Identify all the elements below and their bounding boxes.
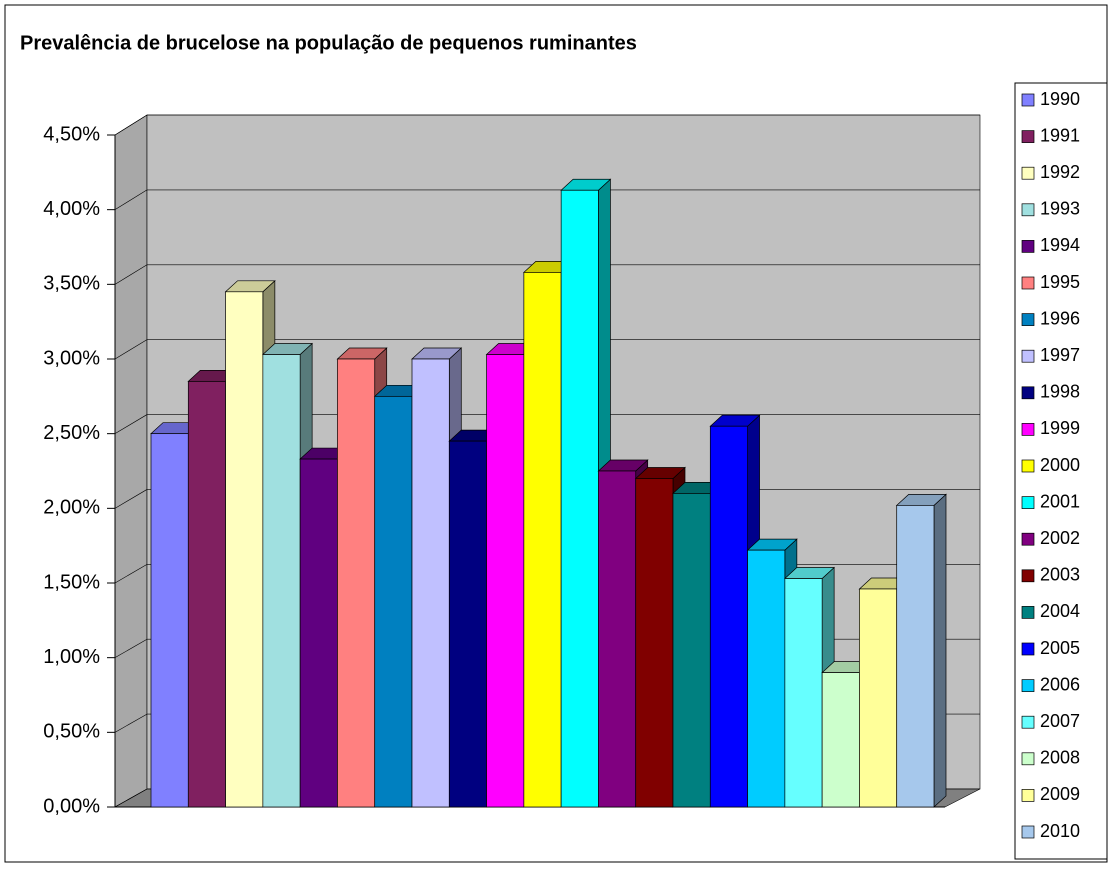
bar-top-shade xyxy=(784,567,835,579)
legend-label: 2008 xyxy=(1040,748,1080,768)
bar xyxy=(635,478,674,808)
legend-swatch xyxy=(1021,130,1035,143)
legend-swatch xyxy=(1021,276,1035,290)
bar-top-shade xyxy=(412,348,462,359)
legend-swatch xyxy=(1021,349,1035,363)
legend-label: 2010 xyxy=(1040,821,1080,841)
y-tick-label: 2,00% xyxy=(43,497,100,519)
grid-line xyxy=(114,564,148,584)
legend-swatch xyxy=(1021,313,1035,326)
grid-line xyxy=(114,788,148,808)
legend-swatch xyxy=(1021,423,1035,436)
bar-top-shade xyxy=(262,343,313,355)
bar xyxy=(747,549,786,808)
y-tick-label: 4,50% xyxy=(43,123,100,145)
side-wall xyxy=(114,114,148,808)
grid-line xyxy=(114,189,148,210)
legend-label: 1993 xyxy=(1040,199,1080,219)
bar-top-shade xyxy=(598,460,648,471)
legend-label: 2007 xyxy=(1040,711,1080,731)
bar xyxy=(784,578,823,808)
bar xyxy=(598,470,637,808)
grid-line xyxy=(114,339,148,360)
legend-swatch xyxy=(1021,569,1035,583)
legend-label: 2001 xyxy=(1040,491,1080,511)
legend-swatch xyxy=(1021,496,1035,509)
legend-label: 1999 xyxy=(1040,418,1080,438)
grid-line xyxy=(114,114,148,136)
bar-top-shade xyxy=(561,179,611,191)
y-tick-label: 1,50% xyxy=(43,571,100,593)
bar-top-shade xyxy=(635,467,685,479)
legend-label: 2006 xyxy=(1040,674,1080,694)
legend-label: 1995 xyxy=(1040,272,1080,292)
y-tick-label: 3,00% xyxy=(43,347,100,369)
bar-top-shade xyxy=(225,280,275,292)
legend-swatch xyxy=(1021,606,1035,619)
legend-swatch xyxy=(1021,166,1035,180)
legend-swatch xyxy=(1021,203,1035,217)
bar xyxy=(859,588,898,808)
bar xyxy=(523,272,562,808)
grid-line xyxy=(114,264,148,285)
y-tick-label: 0,50% xyxy=(43,721,100,743)
bar xyxy=(299,458,338,808)
legend-swatch xyxy=(1021,386,1035,400)
legend-swatch xyxy=(1021,240,1035,253)
legend-label: 2009 xyxy=(1040,784,1080,804)
bar-top-shade xyxy=(337,348,387,359)
y-tick-label: 0,00% xyxy=(43,795,100,817)
bar-top-shade xyxy=(747,539,797,551)
legend-label: 2004 xyxy=(1040,601,1080,621)
bar xyxy=(672,493,711,808)
bar xyxy=(709,425,748,808)
bar-side-shade xyxy=(934,494,946,807)
bar xyxy=(560,189,599,808)
legend-label: 1997 xyxy=(1040,345,1080,365)
bar xyxy=(896,504,935,808)
grid-line xyxy=(114,489,148,509)
grid-line xyxy=(114,713,148,733)
legend-swatch xyxy=(1021,789,1035,802)
legend-label: 1994 xyxy=(1040,235,1080,255)
bar xyxy=(225,291,264,808)
bar xyxy=(411,358,450,808)
bar xyxy=(262,354,301,808)
grid-line xyxy=(114,414,148,434)
legend-label: 1998 xyxy=(1040,382,1080,402)
legend-label: 1990 xyxy=(1040,89,1080,109)
legend-swatch xyxy=(1021,642,1035,656)
y-tick-label: 2,50% xyxy=(43,422,100,444)
legend-swatch xyxy=(1021,715,1035,729)
bar xyxy=(374,395,413,808)
chart-title: Prevalência de brucelose na população de… xyxy=(20,32,637,54)
legend-label: 2000 xyxy=(1040,455,1080,475)
legend-swatch xyxy=(1021,93,1035,107)
bar-top-shade xyxy=(710,415,760,427)
y-tick-label: 3,50% xyxy=(43,273,100,295)
y-tick-label: 4,00% xyxy=(43,198,100,220)
bar xyxy=(448,440,487,808)
bar-top-shade xyxy=(896,494,946,506)
bar xyxy=(337,358,376,808)
legend-swatch xyxy=(1021,459,1035,473)
legend-label: 1996 xyxy=(1040,308,1080,328)
bar xyxy=(486,354,525,808)
bar xyxy=(187,381,226,808)
legend-label: 2005 xyxy=(1040,638,1080,658)
bar xyxy=(821,672,860,808)
grid-line xyxy=(114,638,148,658)
bar xyxy=(150,433,189,808)
legend-swatch xyxy=(1021,752,1035,766)
legend-label: 2003 xyxy=(1040,565,1080,585)
legend-label: 1991 xyxy=(1040,125,1080,145)
legend-label: 2002 xyxy=(1040,528,1080,548)
legend-swatch xyxy=(1021,825,1035,839)
legend-swatch xyxy=(1021,679,1035,692)
legend-label: 1992 xyxy=(1040,162,1080,182)
legend-swatch xyxy=(1021,532,1035,546)
y-tick-label: 1,00% xyxy=(43,646,100,668)
